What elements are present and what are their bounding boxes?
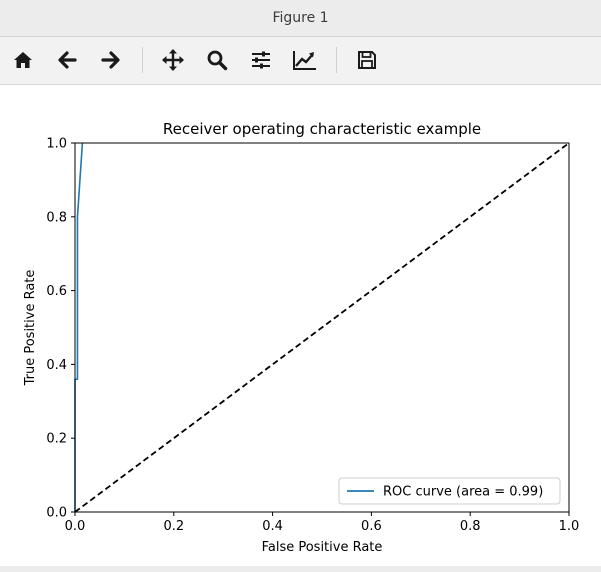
edit-curves-icon	[293, 51, 316, 70]
roc-chart: 0.0 0.2 0.4 0.6 0.8 1.0 0.0 0.2 0.4 0.6 0.8 1.0 Rece…	[23, 120, 580, 555]
pan-icon	[162, 49, 184, 71]
pan-button[interactable]	[157, 45, 189, 75]
zoom-icon	[207, 50, 228, 71]
y-tick-label: 0.2	[46, 432, 67, 447]
toolbar-separator	[336, 47, 337, 73]
edit-curves-button[interactable]	[289, 45, 321, 75]
toolbar	[0, 37, 601, 85]
back-arrow-icon	[58, 51, 77, 69]
x-tick-label: 0.0	[65, 519, 86, 534]
back-button[interactable]	[51, 45, 83, 75]
x-tick-label: 0.4	[262, 519, 283, 534]
x-tick-label: 1.0	[559, 519, 580, 534]
x-tick-label: 0.6	[361, 519, 382, 534]
legend-box	[338, 477, 561, 505]
status-strip	[0, 566, 601, 572]
subplots-button[interactable]	[245, 45, 277, 75]
save-icon	[358, 51, 376, 69]
save-button[interactable]	[351, 45, 383, 75]
axes-frame	[74, 142, 570, 513]
home-button[interactable]	[7, 45, 39, 75]
chart-title: Receiver operating characteristic exampl…	[163, 120, 481, 138]
y-tick-label: 0.6	[46, 284, 67, 299]
chance-diagonal-line	[74, 142, 570, 513]
legend-label: ROC curve (area = 0.99)	[383, 485, 543, 500]
forward-arrow-icon	[101, 51, 120, 69]
title-bar: Figure 1	[0, 0, 601, 37]
y-tick-label: 1.0	[46, 137, 67, 152]
figure-canvas[interactable]: 0.0 0.2 0.4 0.6 0.8 1.0 0.0 0.2 0.4 0.6 0.8 1.0 Rece…	[0, 86, 601, 566]
home-icon	[14, 52, 32, 68]
roc-curve-line	[74, 142, 84, 512]
x-axis-label: False Positive Rate	[262, 540, 383, 555]
subplots-icon	[252, 51, 270, 69]
toolbar-separator	[142, 47, 143, 73]
x-tick-label: 0.2	[163, 519, 184, 534]
forward-button[interactable]	[95, 45, 127, 75]
zoom-button[interactable]	[201, 45, 233, 75]
y-tick-label: 0.8	[46, 210, 67, 225]
x-tick-label: 0.8	[460, 519, 481, 534]
window-title: Figure 1	[272, 10, 329, 26]
y-tick-label: 0.0	[46, 506, 67, 521]
y-tick-label: 0.4	[46, 358, 67, 373]
y-axis-label: True Positive Rate	[23, 270, 38, 387]
